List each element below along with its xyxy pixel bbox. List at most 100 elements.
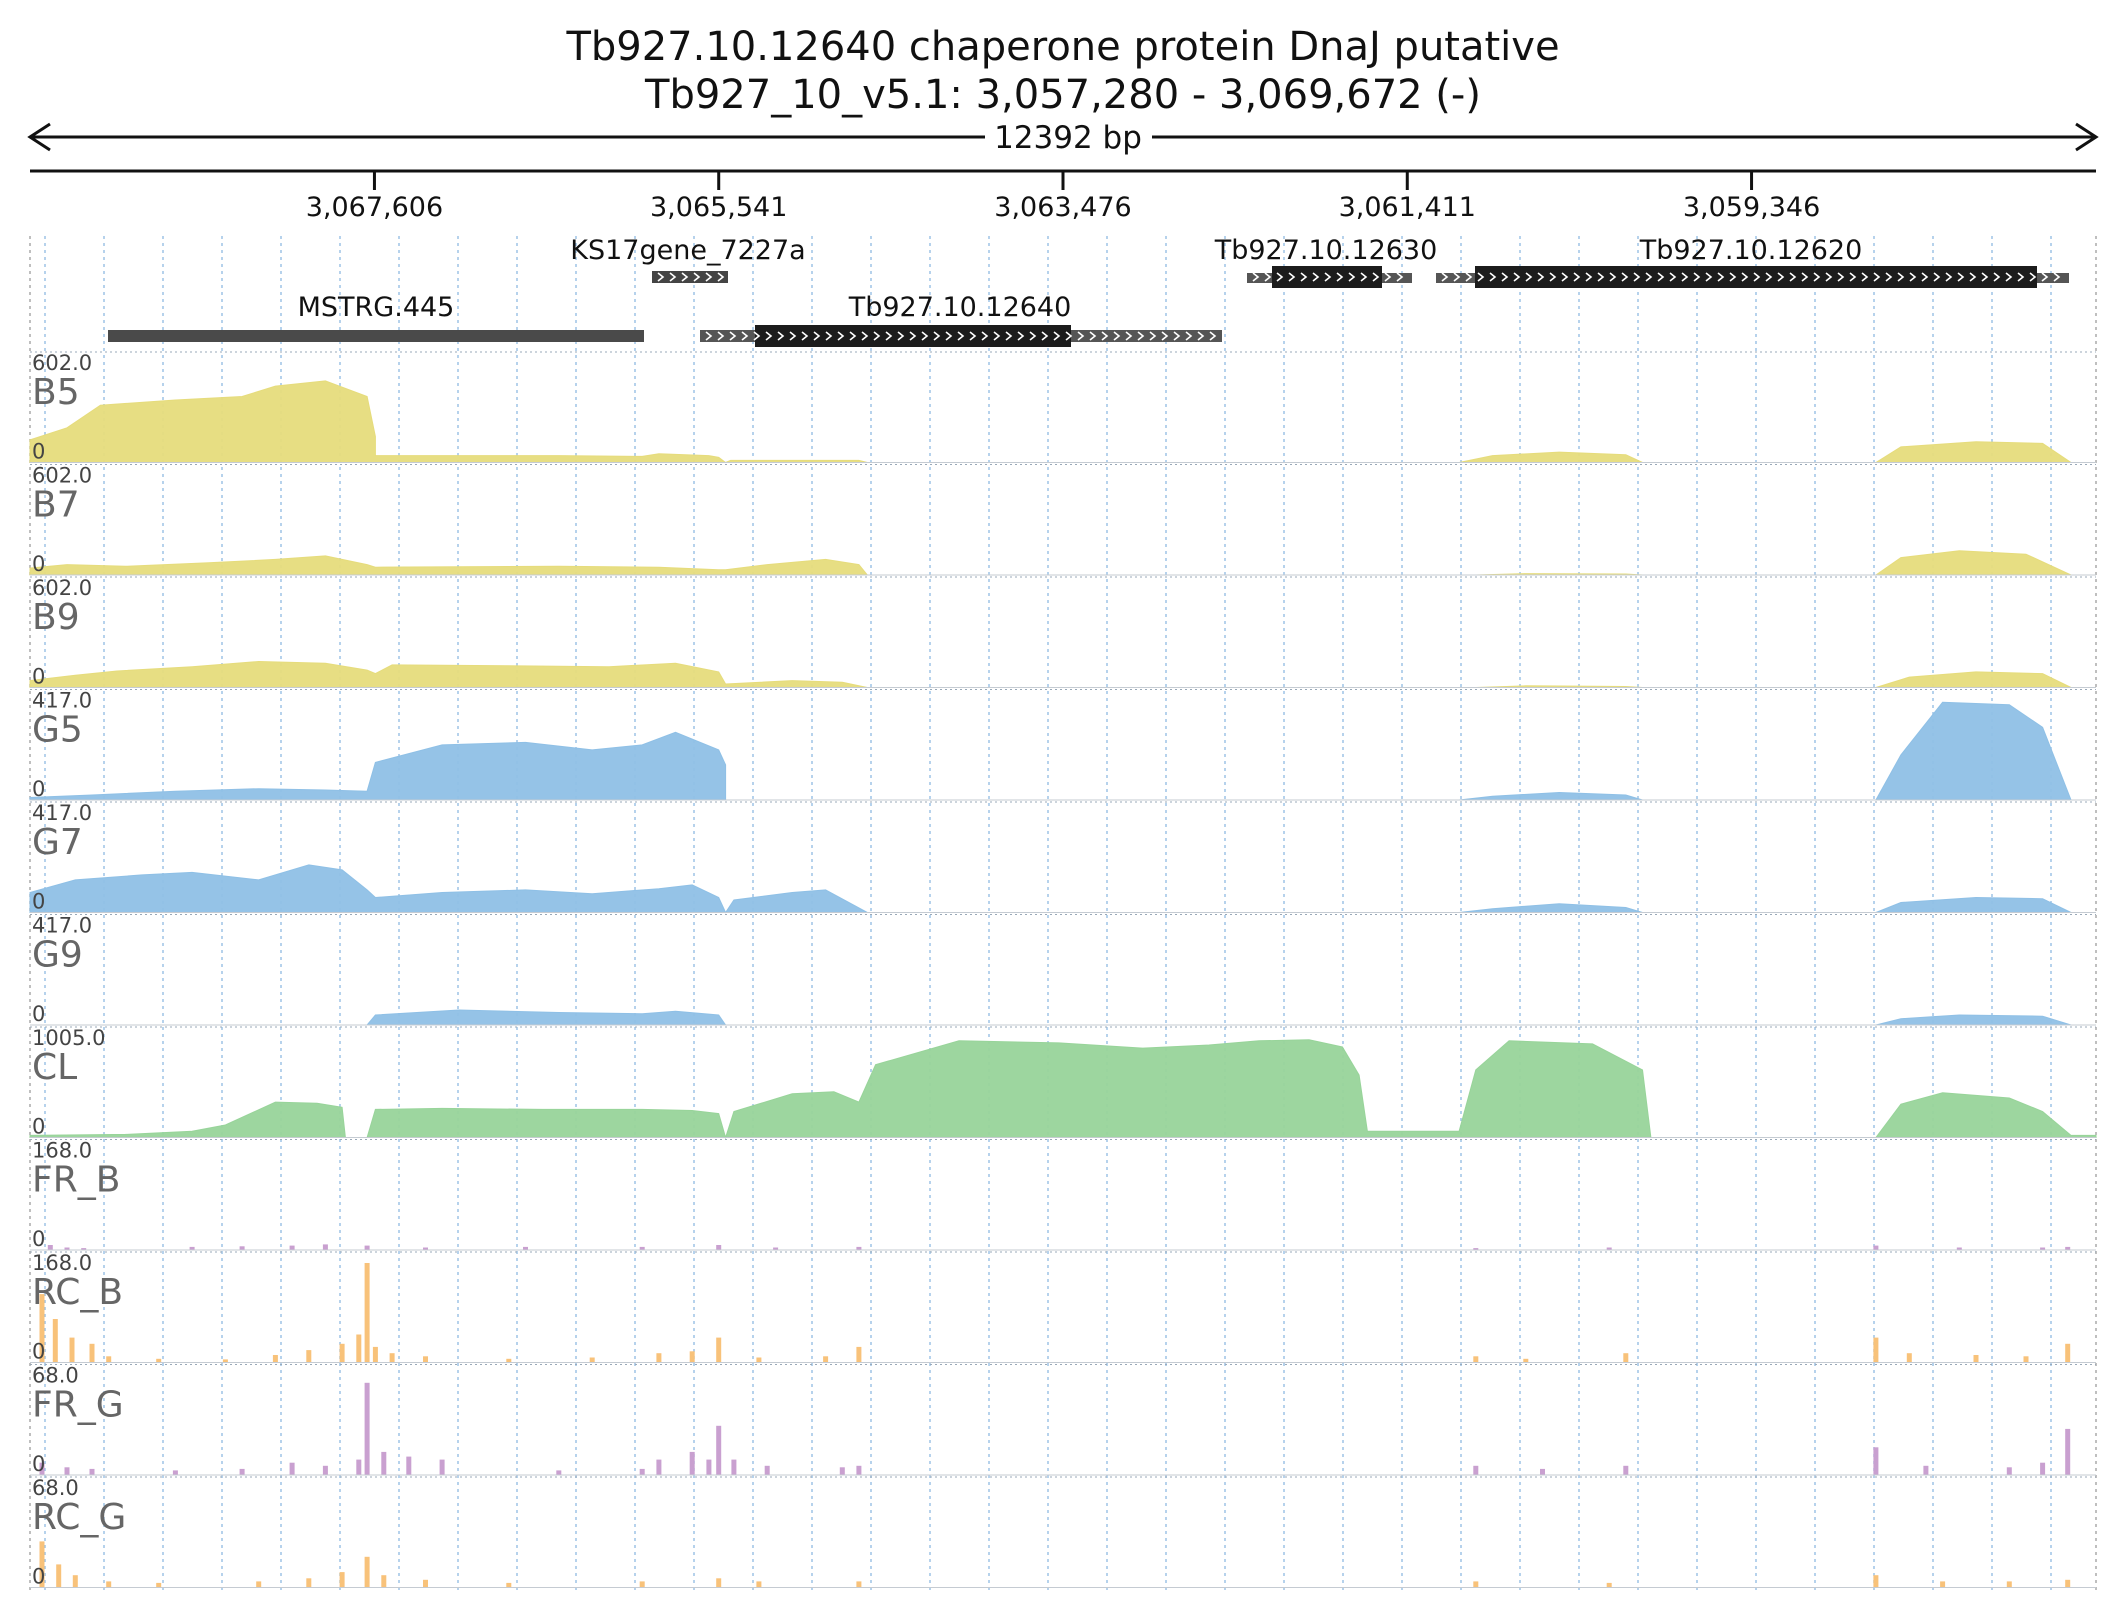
feature-label-Tb927.10.12630: Tb927.10.12630 [1214,235,1438,266]
signal-spike [1523,1358,1529,1363]
feature-Tb927.10.12630-cds[interactable] [1272,266,1382,288]
strand-chevron [1777,272,1785,282]
strand-chevron [1360,272,1368,282]
strand-chevron [1252,272,1260,282]
signal-spike [773,1247,779,1250]
strand-chevron [921,331,929,341]
signal-spike [1873,1575,1879,1588]
strand-chevron [1969,272,1977,282]
feature-label-MSTRG.445: MSTRG.445 [298,292,455,323]
signal-spike [856,1346,862,1363]
strand-chevron [2005,272,2013,282]
strand-chevron [1465,272,1473,282]
signal-spike [239,1468,245,1475]
strand-chevron [825,331,833,341]
signal-spike [423,1356,428,1363]
feature-Tb927.10.12640-cds[interactable] [755,325,1071,347]
strand-chevron [1501,272,1509,282]
signal-spike [1973,1355,1979,1363]
signal-spike [856,1581,862,1588]
coverage-area [29,864,2072,914]
track-name-label: B9 [32,597,80,638]
strand-chevron [1717,272,1725,282]
signal-spike [439,1459,445,1475]
strand-chevron [1885,272,1893,282]
track-max-label: 68.0 [32,1364,79,1388]
feature-MSTRG.445[interactable] [108,330,644,342]
signal-spike [372,1346,378,1363]
strand-chevron [1741,272,1749,282]
signal-spike [306,1578,312,1588]
signal-spike [289,1462,295,1475]
strand-chevron [1161,331,1169,341]
feature-Tb927.10.12620-cds[interactable] [1475,266,2037,288]
strand-chevron [1264,272,1272,282]
strand-chevron [1789,272,1797,282]
track-B7: 602.0B7 0 [29,464,2096,576]
signal-spike [423,1579,428,1588]
signal-spike [716,1578,722,1588]
track-name-label: B7 [32,485,80,526]
gene-title: Tb927.10.12640 chaperone protein DnaJ pu… [566,24,1560,70]
signal-spike [81,1248,87,1250]
strand-chevron [681,272,689,282]
strand-chevron [1753,272,1761,282]
signal-spike [506,1582,512,1588]
strand-chevron [873,331,881,341]
track-max-label: 602.0 [32,351,92,375]
signal-spike [69,1337,75,1363]
track-name-label: RC_G [32,1497,126,1538]
signal-spike [1623,1353,1629,1363]
signal-spike [1956,1247,1962,1250]
strand-chevron [2053,272,2061,282]
strand-chevron [657,272,665,282]
track-name-label: B5 [32,372,80,413]
strand-chevron [705,331,713,341]
track-CL: 1005.0CL 0 [29,1026,2097,1140]
strand-chevron [1441,272,1449,282]
track-zero-label: 0 [32,1340,45,1364]
signal-spike [1873,1245,1879,1250]
strand-chevron [1825,272,1833,282]
feature-label-Tb927.10.12620: Tb927.10.12620 [1639,235,1863,266]
strand-chevron [693,272,701,282]
signal-spike [156,1358,162,1363]
signal-spike [364,1382,370,1475]
coverage-area [30,1009,2072,1026]
strand-chevron [1897,272,1905,282]
signal-spike [189,1246,195,1250]
track-RC_G: 68.0RC_G 0 [30,1476,2096,1589]
coverage-area [29,1039,2097,1140]
track-name-label: RC_B [32,1272,123,1313]
signal-spike [706,1459,712,1475]
strand-chevron [1384,272,1392,282]
strand-chevron [1933,272,1941,282]
strand-chevron [1909,272,1917,282]
strand-chevron [1101,331,1109,341]
strand-chevron [1729,272,1737,282]
signal-spike [39,1462,45,1475]
track-zero-label: 0 [32,1227,45,1251]
signal-spike [339,1572,345,1588]
strand-chevron [1372,272,1380,282]
strand-chevron [1125,331,1133,341]
arrow-right-icon [2075,122,2099,152]
signal-spike [381,1575,387,1588]
track-max-label: 417.0 [32,801,92,825]
signal-spike [589,1357,595,1363]
signal-spike [64,1247,70,1250]
track-name-label: G9 [32,935,83,976]
signal-spike [2065,1579,2071,1588]
tick-label: 3,067,606 [306,192,443,223]
signal-spike [1473,1581,1479,1588]
track-B5: 602.0B5 0 [29,351,2096,464]
signal-spike [2006,1467,2012,1475]
strand-chevron [765,331,773,341]
span-ruler: 12392 bp [27,120,2099,156]
strand-chevron [957,331,965,341]
strand-chevron [1324,272,1332,282]
strand-chevron [1585,272,1593,282]
strand-chevron [1053,331,1061,341]
strand-chevron [1561,272,1569,282]
strand-chevron [849,331,857,341]
